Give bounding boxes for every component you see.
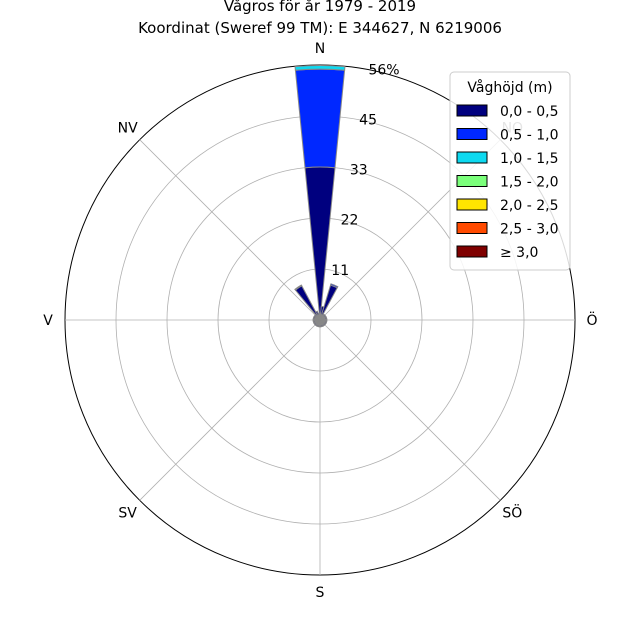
legend-label: ≥ 3,0 [500,245,538,261]
legend-swatch [456,104,488,117]
radial-tick-label: 22 [341,213,359,229]
rose-bar-segment [294,64,346,71]
legend-label: 0,0 - 0,5 [500,104,558,120]
chart-title: Vågros för år 1979 - 2019 [223,0,417,15]
radial-tick-label: 56% [368,62,399,78]
rose-bar-segment [294,68,346,169]
legend-label: 2,0 - 2,5 [500,198,558,214]
legend-swatch [456,151,488,164]
legend-swatch [456,198,488,211]
chart-subtitle: Koordinat (Sweref 99 TM): E 344627, N 62… [138,19,502,37]
legend-label: 1,5 - 2,0 [500,175,558,191]
rose-bar-segment [294,285,321,321]
rose-bar-segment [329,283,339,289]
legend-label: 1,0 - 1,5 [500,151,558,167]
legend-swatch [456,128,488,140]
legend: Våghöjd (m) 0,0 - 0,5 0,5 - 1,0 1,0 - 1,5 1,… [449,71,571,271]
radial-tick-label: 33 [350,163,368,179]
legend-box [449,71,571,271]
grid-spoke [139,139,321,321]
direction-label: SV [118,505,137,521]
rose-bar-segment [294,284,303,291]
legend-label: 2,5 - 3,0 [500,222,558,238]
grid-spoke [139,319,321,501]
radial-tick-labels: 11 22 33 45 56% [331,62,399,279]
legend-swatch [456,222,488,234]
legend-swatch [456,245,488,258]
radial-tick-label: 45 [359,112,377,128]
direction-label: NV [118,121,138,137]
legend-swatch [456,175,488,187]
legend-title: Våghöjd (m) [467,79,552,96]
direction-label: Ö [586,311,597,329]
rose-bar-segment [317,312,321,321]
rose-bars [294,64,346,328]
direction-label: S [316,585,325,601]
direction-label: N [315,41,325,57]
direction-label: SÖ [502,503,522,521]
grid-spoke [319,319,501,501]
radial-tick-label: 11 [331,263,349,279]
direction-label: V [43,313,53,329]
legend-label: 0,5 - 1,0 [500,128,558,144]
